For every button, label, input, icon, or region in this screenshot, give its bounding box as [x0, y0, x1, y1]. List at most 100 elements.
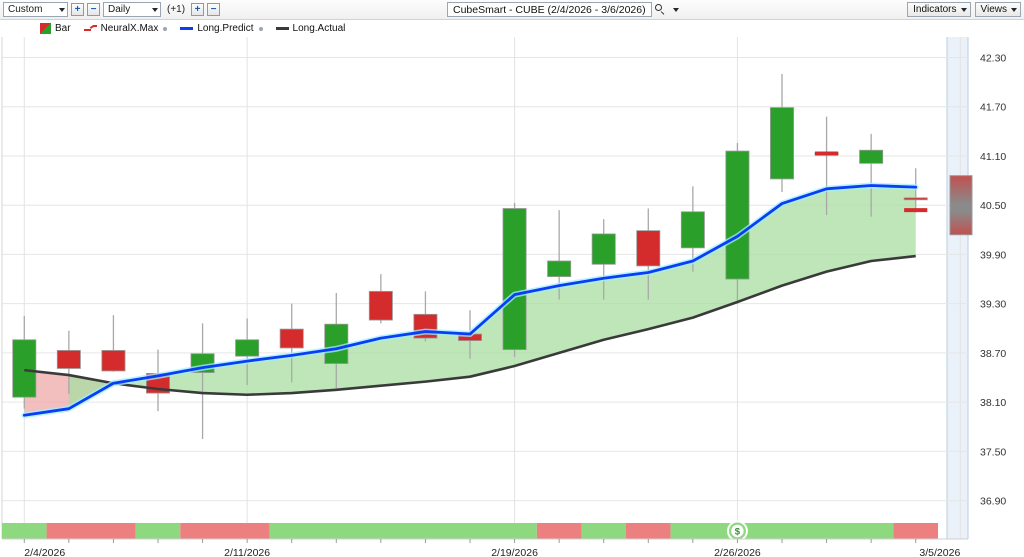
candle-body — [725, 150, 750, 280]
range-zoom-out-button[interactable]: − — [87, 3, 100, 16]
legend-label: Bar — [55, 23, 71, 34]
candlestick-bar[interactable] — [56, 330, 81, 394]
search-dropdown-chevron-icon[interactable] — [672, 7, 679, 12]
signal-band-segment-down[interactable] — [626, 523, 671, 539]
chart-legend: Bar NeuralX.Max Long.Predict Long.Actual — [0, 21, 1024, 36]
candlestick-bar[interactable] — [279, 303, 304, 383]
signal-band-segment-up[interactable] — [269, 523, 537, 539]
candle-body — [368, 290, 393, 321]
candlestick-bar[interactable] — [591, 219, 616, 300]
bar-swatch-icon — [40, 23, 51, 34]
x-axis-tick-label: 2/11/2026 — [224, 547, 270, 557]
candlestick-bar[interactable] — [12, 315, 37, 409]
legend-item-bar[interactable]: Bar — [40, 23, 71, 34]
candle-body — [591, 233, 616, 265]
chevron-down-icon — [152, 7, 158, 12]
dividend-marker-ring — [731, 524, 744, 538]
chevron-down-icon — [59, 7, 65, 12]
symbol-title-field[interactable]: CubeSmart - CUBE (2/4/2026 - 3/6/2026) — [447, 2, 652, 17]
neuralx-max-marker[interactable] — [814, 151, 839, 156]
legend-label: NeuralX.Max — [100, 23, 159, 34]
x-axis-tick-label: 2/19/2026 — [491, 547, 538, 557]
candle-body — [770, 107, 794, 180]
x-axis-tick-label: 2/26/2026 — [714, 547, 761, 557]
search-icon[interactable] — [654, 4, 666, 15]
candle-body — [636, 230, 661, 267]
candlestick-bar[interactable] — [101, 315, 126, 372]
signal-band-segment-up[interactable] — [2, 523, 47, 539]
y-axis-tick-label: 38.10 — [980, 397, 1006, 409]
forecast-range-bar[interactable] — [949, 175, 973, 236]
long-actual-line[interactable] — [24, 254, 916, 397]
x-axis-tick-label: 3/5/2026 — [919, 547, 960, 557]
toolbar-left-group: Custom + − Daily (+1) + − — [0, 2, 221, 17]
price-chart[interactable]: 42.30 41.70 41.10 40.50 39.90 39.30 38.70 38.10… — [0, 36, 1024, 557]
candlestick-bar[interactable] — [725, 142, 750, 304]
signal-band-segment-up[interactable] — [135, 523, 181, 539]
chevron-down-icon — [1011, 7, 1017, 12]
chevron-down-icon — [960, 7, 967, 12]
candle-body — [680, 211, 705, 249]
y-axis-tick-label: 42.30 — [980, 53, 1006, 65]
toolbar-right-group: Indicators Views — [907, 2, 1021, 17]
chart-canvas[interactable]: 42.30 41.70 41.10 40.50 39.90 39.30 38.70 38.10… — [0, 36, 1024, 557]
signal-band-segment-down[interactable] — [180, 523, 270, 539]
y-axis-tick-label: 41.70 — [980, 102, 1006, 114]
candlestick-bar[interactable] — [680, 186, 705, 272]
candlestick-bar[interactable] — [324, 293, 349, 389]
dividend-marker-label: $ — [735, 527, 741, 538]
views-button-label: Views — [980, 4, 1008, 15]
indicators-button-label: Indicators — [913, 4, 957, 15]
line-icon — [275, 27, 289, 30]
signal-band-segment-down[interactable] — [46, 523, 136, 539]
y-axis-tick-label: 37.50 — [980, 446, 1006, 458]
toolbar-center-group: CubeSmart - CUBE (2/4/2026 - 3/6/2026) — [447, 2, 679, 17]
legend-item-neuralx-max[interactable]: NeuralX.Max — [83, 23, 168, 34]
y-axis-tick-label: 36.90 — [980, 496, 1006, 508]
candlestick-bar[interactable] — [903, 168, 928, 213]
candlestick-bar[interactable] — [368, 274, 393, 324]
y-axis-tick-label: 39.90 — [980, 249, 1006, 261]
offset-decrease-button[interactable]: − — [207, 3, 221, 16]
candlestick-bar[interactable] — [770, 73, 794, 193]
y-axis-tick-label: 38.70 — [980, 348, 1006, 360]
interval-select-value: Daily — [108, 4, 131, 15]
candlestick-bar[interactable] — [636, 208, 661, 300]
y-axis-tick-label: 40.50 — [980, 200, 1006, 212]
views-button[interactable]: Views — [974, 2, 1021, 17]
candle-body — [547, 260, 572, 277]
candlestick-bar[interactable] — [502, 202, 527, 357]
legend-item-long-actual[interactable]: Long.Actual — [275, 23, 346, 34]
indicators-button[interactable]: Indicators — [907, 2, 971, 17]
neuralx-max-marker[interactable] — [904, 208, 928, 213]
interval-select[interactable]: Daily — [103, 2, 161, 17]
candle-body — [235, 339, 260, 357]
offset-increase-button[interactable]: + — [191, 3, 205, 16]
candlestick-bar[interactable] — [235, 318, 260, 385]
signal-band-segment-up[interactable] — [670, 523, 894, 539]
signal-band-segment-up[interactable] — [581, 523, 626, 539]
candle-body — [279, 328, 304, 349]
y-axis-tick-label: 41.10 — [980, 151, 1006, 163]
legend-label: Long.Predict — [197, 23, 254, 34]
legend-item-long-predict[interactable]: Long.Predict — [180, 23, 263, 34]
range-select[interactable]: Custom — [3, 2, 68, 17]
x-axis-tick-label: 2/4/2026 — [24, 547, 65, 557]
candle-body — [903, 197, 928, 201]
candle-body — [56, 350, 81, 369]
candle-body — [859, 149, 884, 164]
dividend-marker[interactable]: $ — [726, 520, 748, 542]
forecast-zone — [947, 37, 968, 539]
range-zoom-in-button[interactable]: + — [71, 3, 84, 16]
line-icon — [180, 27, 194, 30]
long-predict-line[interactable] — [22, 184, 918, 417]
signal-band-segment-down[interactable] — [536, 523, 582, 539]
offset-label: (+1) — [167, 4, 186, 15]
signal-band-segment-down[interactable] — [893, 523, 938, 539]
candle-body — [12, 339, 37, 398]
zigzag-line-icon — [83, 24, 97, 33]
legend-label: Long.Actual — [292, 23, 346, 34]
candlestick-bar[interactable] — [859, 133, 884, 217]
legend-status-dot-icon — [258, 26, 263, 31]
candle-body — [101, 350, 126, 372]
